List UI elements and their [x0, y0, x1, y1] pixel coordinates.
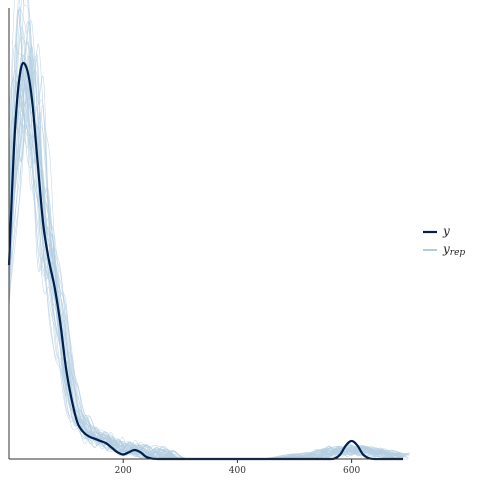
replicate-line — [8, 85, 404, 460]
replicate-line — [8, 0, 409, 460]
observed-density-line — [7, 61, 403, 461]
x-tick-label: 400 — [229, 466, 246, 476]
replicate-line — [8, 80, 398, 460]
replicate-line — [8, 84, 405, 460]
replicate-line — [8, 73, 405, 460]
replicate-line — [8, 20, 409, 460]
x-tick-label: 200 — [115, 466, 132, 476]
legend-label: y — [442, 224, 450, 238]
replicate-line — [8, 43, 410, 460]
replicate-line — [8, 0, 405, 460]
replicate-line — [8, 9, 401, 460]
x-tick-label: 600 — [343, 466, 360, 476]
replicate-line — [8, 70, 398, 460]
replicate-line — [8, 0, 401, 460]
x-axis-ticks: 200 400 600 — [115, 459, 360, 476]
replicate-line — [8, 0, 402, 460]
replicate-line — [8, 55, 401, 460]
replicate-line — [8, 6, 402, 460]
replicate-line — [8, 94, 403, 460]
replicate-line — [8, 104, 409, 460]
observed-density-line-group — [7, 61, 403, 461]
replicate-line — [8, 36, 402, 460]
replicate-line — [8, 62, 402, 460]
legend-label: yrep — [442, 242, 465, 258]
replicate-line — [8, 72, 404, 460]
legend-label-subscript: rep — [450, 248, 466, 258]
replicate-line — [8, 78, 398, 460]
legend: y yrep — [423, 224, 465, 258]
